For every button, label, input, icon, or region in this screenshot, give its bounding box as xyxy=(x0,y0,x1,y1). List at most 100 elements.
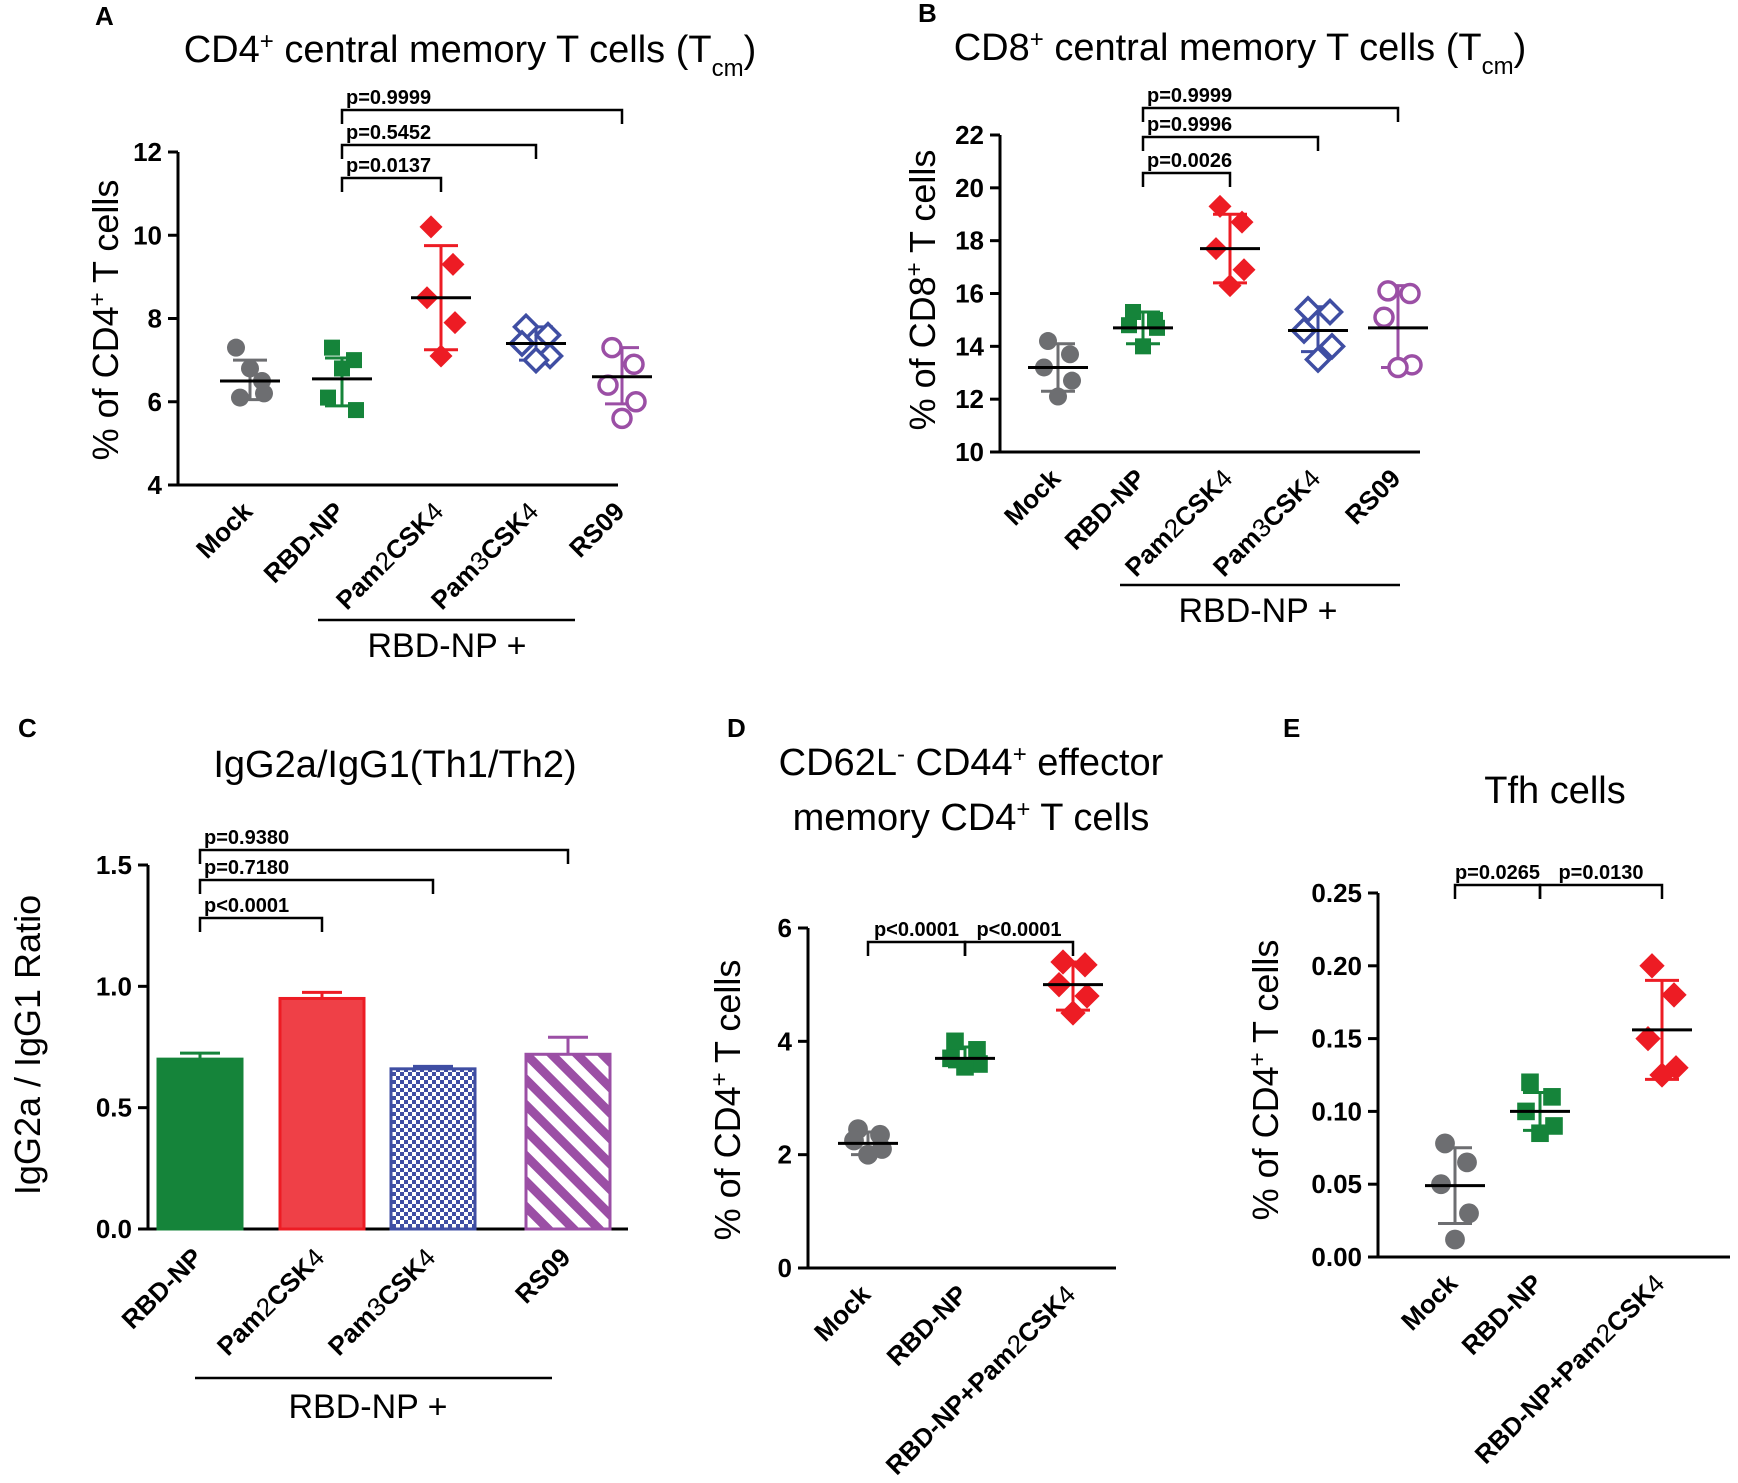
y-tick-label: 0.20 xyxy=(1311,951,1362,981)
data-point-diamond xyxy=(1316,298,1344,326)
panel-letter: E xyxy=(1283,713,1300,743)
y-tick-label: 0.10 xyxy=(1311,1096,1362,1126)
series-rs09 xyxy=(592,336,652,430)
p-value-label: p=0.0130 xyxy=(1558,862,1643,884)
data-point-diamond xyxy=(1318,332,1346,361)
y-tick-label: 2 xyxy=(778,1140,792,1170)
series-pam3csk4 xyxy=(1288,295,1348,374)
x-category-label: Pam3CSK4 xyxy=(322,1242,441,1361)
x-category-label: Pam2CSK4 xyxy=(211,1242,330,1361)
data-point-circle xyxy=(611,407,633,430)
y-tick-label: 16 xyxy=(955,279,984,309)
y-axis-label: % of CD4+ T cells xyxy=(1244,940,1287,1221)
x-category-label: Mock xyxy=(190,496,259,565)
y-tick-label: 1.0 xyxy=(96,971,132,1001)
significance-bracket xyxy=(1453,883,1542,899)
panel-e: E Tfh cells % of CD4+ T cells 0.00 0.05 0.10 0… xyxy=(1244,713,1730,1470)
significance-bracket xyxy=(198,848,570,864)
data-point-circle xyxy=(597,374,619,396)
y-tick-label: 0.25 xyxy=(1311,878,1362,908)
y-tick-label: 1.5 xyxy=(96,850,132,880)
panel-letter: D xyxy=(727,713,746,743)
significance-bracket xyxy=(963,940,1075,956)
y-tick-label: 14 xyxy=(955,331,984,361)
x-category-label: RBD-NP+Pam2CSK4 xyxy=(880,1279,1082,1481)
significance-bracket xyxy=(866,940,967,956)
series-rbd-np xyxy=(1510,1073,1570,1143)
p-value-label: p=0.0265 xyxy=(1455,862,1540,884)
data-point-circle xyxy=(1457,1152,1477,1173)
panel-letter: B xyxy=(918,0,937,28)
p-value-label: p=0.9999 xyxy=(1147,85,1232,107)
p-value-label: p=0.9380 xyxy=(204,827,289,849)
bar xyxy=(278,996,366,1231)
p-value-label: p=0.0137 xyxy=(346,155,431,177)
panel-d: D CD62L- CD44+ effector memory CD4+ T cell… xyxy=(706,713,1164,1481)
series-rbd-np-pam2csk4 xyxy=(1043,949,1103,1026)
x-category-label: Mock xyxy=(998,463,1067,532)
y-tick-label: 10 xyxy=(955,437,984,467)
data-point-circle xyxy=(844,1130,864,1151)
data-point-circle xyxy=(1377,280,1399,302)
panel-a: A CD4+ central memory T cells (Tcm) % of C… xyxy=(84,1,757,665)
data-point-circle xyxy=(1445,1229,1465,1250)
chart-title: Tfh cells xyxy=(1484,770,1625,812)
chart-title: IgG2a/IgG1(Th1/Th2) xyxy=(213,744,576,786)
x-category-label: RBD-NP xyxy=(881,1279,974,1372)
panel-letter: A xyxy=(95,1,114,31)
significance-bracket xyxy=(1141,171,1232,187)
data-point-square xyxy=(320,389,336,406)
data-point-square xyxy=(968,1041,986,1059)
p-value-label: p=0.5452 xyxy=(346,122,431,144)
data-point-diamond xyxy=(441,252,465,276)
data-point-circle xyxy=(1061,345,1079,364)
y-tick-label: 0.05 xyxy=(1311,1169,1362,1199)
data-point-diamond xyxy=(1294,295,1322,324)
data-point-diamond xyxy=(1635,1025,1661,1052)
series-rbd-np xyxy=(1113,303,1173,355)
significance-bracket xyxy=(1538,883,1664,899)
bar xyxy=(389,1067,477,1231)
data-point-diamond xyxy=(522,346,550,375)
y-tick-label: 4 xyxy=(778,1026,793,1056)
x-category-label: RS09 xyxy=(563,496,630,563)
significance-bracket xyxy=(1141,135,1320,151)
data-point-circle xyxy=(601,336,623,359)
series-mock xyxy=(220,338,280,407)
series-rbd-np xyxy=(935,1032,995,1076)
y-tick-label: 12 xyxy=(133,137,162,167)
significance-bracket xyxy=(340,176,443,192)
data-point-circle xyxy=(1399,282,1421,305)
data-point-diamond xyxy=(1060,1000,1086,1026)
p-value-label: p=0.9996 xyxy=(1147,114,1232,136)
y-tick-label: 22 xyxy=(955,120,984,150)
panel-b: B CD8+ central memory T cells (Tcm) % of C… xyxy=(901,0,1527,630)
data-point-square xyxy=(956,1058,974,1076)
significance-bracket xyxy=(198,916,324,932)
significance-bracket xyxy=(1141,106,1400,122)
series-rbd-np xyxy=(312,339,372,419)
p-value-label: p=0.7180 xyxy=(204,857,289,879)
x-category-label: Mock xyxy=(808,1279,877,1348)
data-point-diamond xyxy=(419,215,443,239)
series-mock xyxy=(1425,1133,1485,1250)
data-point-diamond xyxy=(429,344,453,368)
series-pam2csk4 xyxy=(411,215,471,368)
y-tick-label: 10 xyxy=(133,220,162,250)
group-label: RBD-NP + xyxy=(367,627,526,665)
data-point-circle xyxy=(625,391,647,413)
data-point-square xyxy=(946,1032,964,1051)
data-point-diamond xyxy=(1304,345,1332,374)
series-rs09 xyxy=(1368,280,1428,379)
y-tick-label: 0.15 xyxy=(1311,1024,1362,1054)
y-tick-label: 12 xyxy=(955,384,984,414)
series-pam3csk4 xyxy=(506,312,566,375)
group-label: RBD-NP + xyxy=(1178,592,1337,630)
data-point-diamond xyxy=(1649,1062,1675,1088)
data-point-square xyxy=(1521,1073,1539,1092)
data-point-circle xyxy=(1435,1133,1455,1154)
bar xyxy=(156,1057,244,1231)
series-mock xyxy=(838,1119,898,1165)
p-value-label: p=0.9999 xyxy=(346,87,431,109)
y-axis-label: % of CD8+ T cells xyxy=(901,150,944,431)
